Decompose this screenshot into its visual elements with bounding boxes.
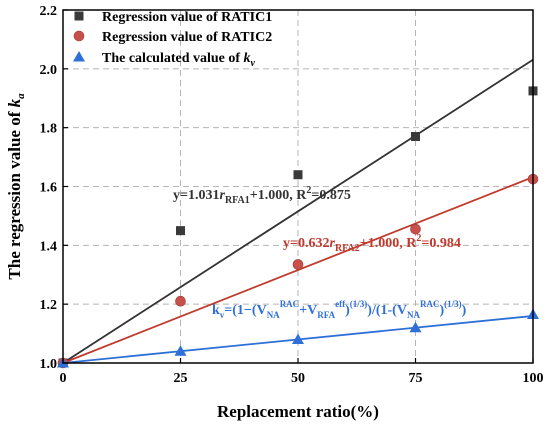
- data-point-series-1: [176, 226, 185, 236]
- y-tick-label: 1.8: [40, 122, 58, 137]
- data-point-series-1: [411, 131, 420, 141]
- legend-marker-triangle-icon: [73, 51, 85, 62]
- fit-line-series-2: [62, 176, 534, 364]
- y-axis-title-main: The regression value of: [5, 107, 24, 279]
- data-point-series-3: [292, 333, 304, 344]
- data-point-series-2: [175, 295, 186, 307]
- y-axis-title: The regression value of ka: [5, 93, 27, 280]
- legend-marker-square-icon: [74, 11, 84, 21]
- legend-label-ratic2: Regression value of RATIC2: [102, 30, 272, 45]
- x-tick-label: 50: [291, 371, 305, 386]
- y-axis-title-sub: a: [15, 93, 27, 99]
- y-tick-label: 1.2: [40, 298, 58, 313]
- eq3-s5: NA: [407, 310, 420, 320]
- tick-layer: 0 25 50 75 100 1.0 1.2 1.4 1.6 1.8 2.0 2.2: [40, 4, 544, 386]
- data-point-series-2: [292, 259, 304, 270]
- eq3-u3: eff: [335, 299, 346, 309]
- eq3-p5: )/(1-(V: [367, 303, 407, 318]
- x-tick-label: 25: [174, 371, 188, 386]
- eq1-c: =0.875: [311, 188, 350, 203]
- eq1-a: y=1.031: [173, 188, 219, 203]
- legend-marker-square-icon: [74, 11, 84, 21]
- eq3-p3: +V: [299, 303, 317, 318]
- y-tick-label: 1.6: [40, 181, 58, 196]
- legend-label-kv-italic: k: [244, 51, 251, 66]
- fit-equation-ratic1: y=1.031rRFA1+1.000, R2=0.875: [173, 185, 351, 206]
- legend-marker-triangle-icon: [73, 51, 85, 62]
- fit-line-series-1: [62, 58, 534, 364]
- data-point-series-3: [174, 345, 187, 356]
- eq2-sub: RFA2: [335, 243, 360, 254]
- kv-formula: kv=(1−(VNARAC+VRFAeff)(1/3))/(1-(VNARAC)…: [212, 299, 467, 320]
- eq2-c: =0.984: [421, 236, 460, 251]
- eq3-u5: RAC: [420, 299, 440, 309]
- eq3-u6: (1/3): [444, 299, 462, 309]
- eq3-u4: (1/3): [350, 299, 368, 309]
- y-tick-label: 2.0: [40, 63, 58, 78]
- eq3-s3: RFA: [317, 310, 335, 320]
- eq1-sup: 2: [306, 185, 311, 196]
- eq2-a: y=0.632: [283, 236, 329, 251]
- data-point-series-2: [410, 223, 421, 235]
- eq1-b: +1.000, R: [250, 188, 307, 203]
- legend: Regression value of RATIC1 Regression va…: [73, 10, 272, 69]
- fit-equation-ratic2: y=0.632rRFA2+1.000, R2=0.984: [283, 233, 461, 254]
- x-tick-label: 100: [523, 371, 544, 386]
- legend-label-kv-main: The calculated value of: [102, 51, 244, 66]
- eq1-r: r: [219, 188, 225, 203]
- eq3-p2: =(1−(V: [224, 303, 266, 318]
- eq3-p1: k: [212, 303, 220, 318]
- x-tick-label: 75: [409, 371, 423, 386]
- eq3-s2: NA: [267, 310, 280, 320]
- eq2-b: +1.000, R: [360, 236, 417, 251]
- y-tick-label: 1.0: [40, 357, 58, 372]
- x-axis-title: Replacement ratio(%): [217, 402, 379, 421]
- eq2-sup: 2: [416, 233, 421, 244]
- eq3-p4: ): [345, 303, 350, 318]
- legend-marker-circle-icon: [73, 30, 85, 42]
- eq3-p6: ): [439, 303, 444, 318]
- data-point-series-3: [409, 321, 422, 333]
- legend-label-kv-sub: v: [251, 58, 256, 69]
- eq3-s1: v: [220, 310, 225, 320]
- eq3-p7: ): [462, 303, 467, 318]
- y-tick-label: 2.2: [40, 4, 58, 19]
- legend-label-kv: The calculated value of kv: [102, 51, 256, 69]
- x-tick-label: 0: [60, 371, 67, 386]
- legend-marker-circle-icon: [73, 30, 85, 42]
- marker-layer: [57, 86, 539, 369]
- eq1-sub: RFA1: [225, 195, 250, 206]
- legend-label-ratic1: Regression value of RATIC1: [102, 10, 272, 25]
- y-tick-label: 1.4: [40, 239, 58, 254]
- eq3-u2: RAC: [280, 299, 300, 309]
- y-axis-title-italic: k: [5, 98, 24, 107]
- data-point-series-1: [293, 170, 303, 180]
- eq2-r: r: [329, 236, 335, 251]
